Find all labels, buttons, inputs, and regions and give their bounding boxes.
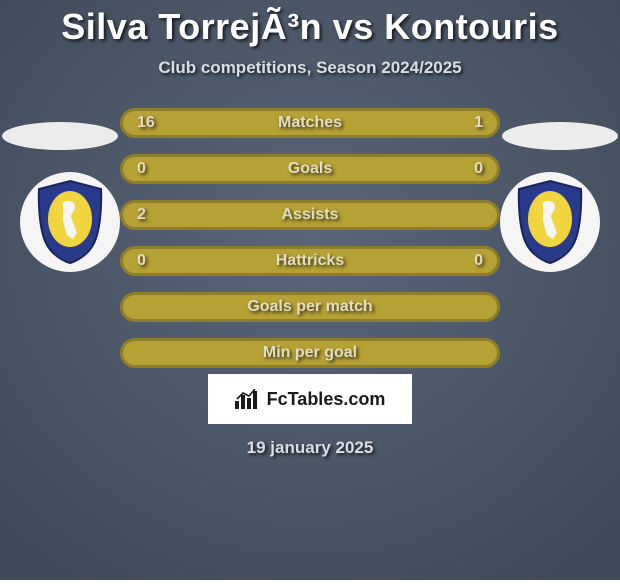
stat-row-hattricks: 0 Hattricks 0 [120,246,500,276]
watermark-text: FcTables.com [267,389,386,410]
stat-label: Hattricks [276,252,344,270]
stat-row-min-per-goal: Min per goal [120,338,500,368]
stat-label: Matches [278,114,342,132]
chart-bars-icon [235,389,261,409]
stats-container: 16 Matches 1 0 Goals 0 2 Assists 0 Hattr… [0,108,620,368]
stat-row-goals-per-match: Goals per match [120,292,500,322]
stat-label: Goals per match [247,298,372,316]
stat-right-value: 1 [474,114,483,132]
stat-label: Goals [288,160,332,178]
stat-right-value: 0 [474,160,483,178]
stat-left-value: 2 [137,206,146,224]
stat-label: Min per goal [263,344,357,362]
stat-left-value: 16 [137,114,155,132]
stat-row-assists: 2 Assists [120,200,500,230]
watermark: FcTables.com [208,374,412,424]
stat-row-matches: 16 Matches 1 [120,108,500,138]
stat-left-value: 0 [137,252,146,270]
stat-right-value: 0 [474,252,483,270]
stat-label: Assists [282,206,339,224]
comparison-title: Silva TorrejÃ³n vs Kontouris [61,6,558,48]
stat-row-goals: 0 Goals 0 [120,154,500,184]
comparison-subtitle: Club competitions, Season 2024/2025 [158,58,461,78]
comparison-date: 19 january 2025 [247,438,374,458]
stat-left-value: 0 [137,160,146,178]
